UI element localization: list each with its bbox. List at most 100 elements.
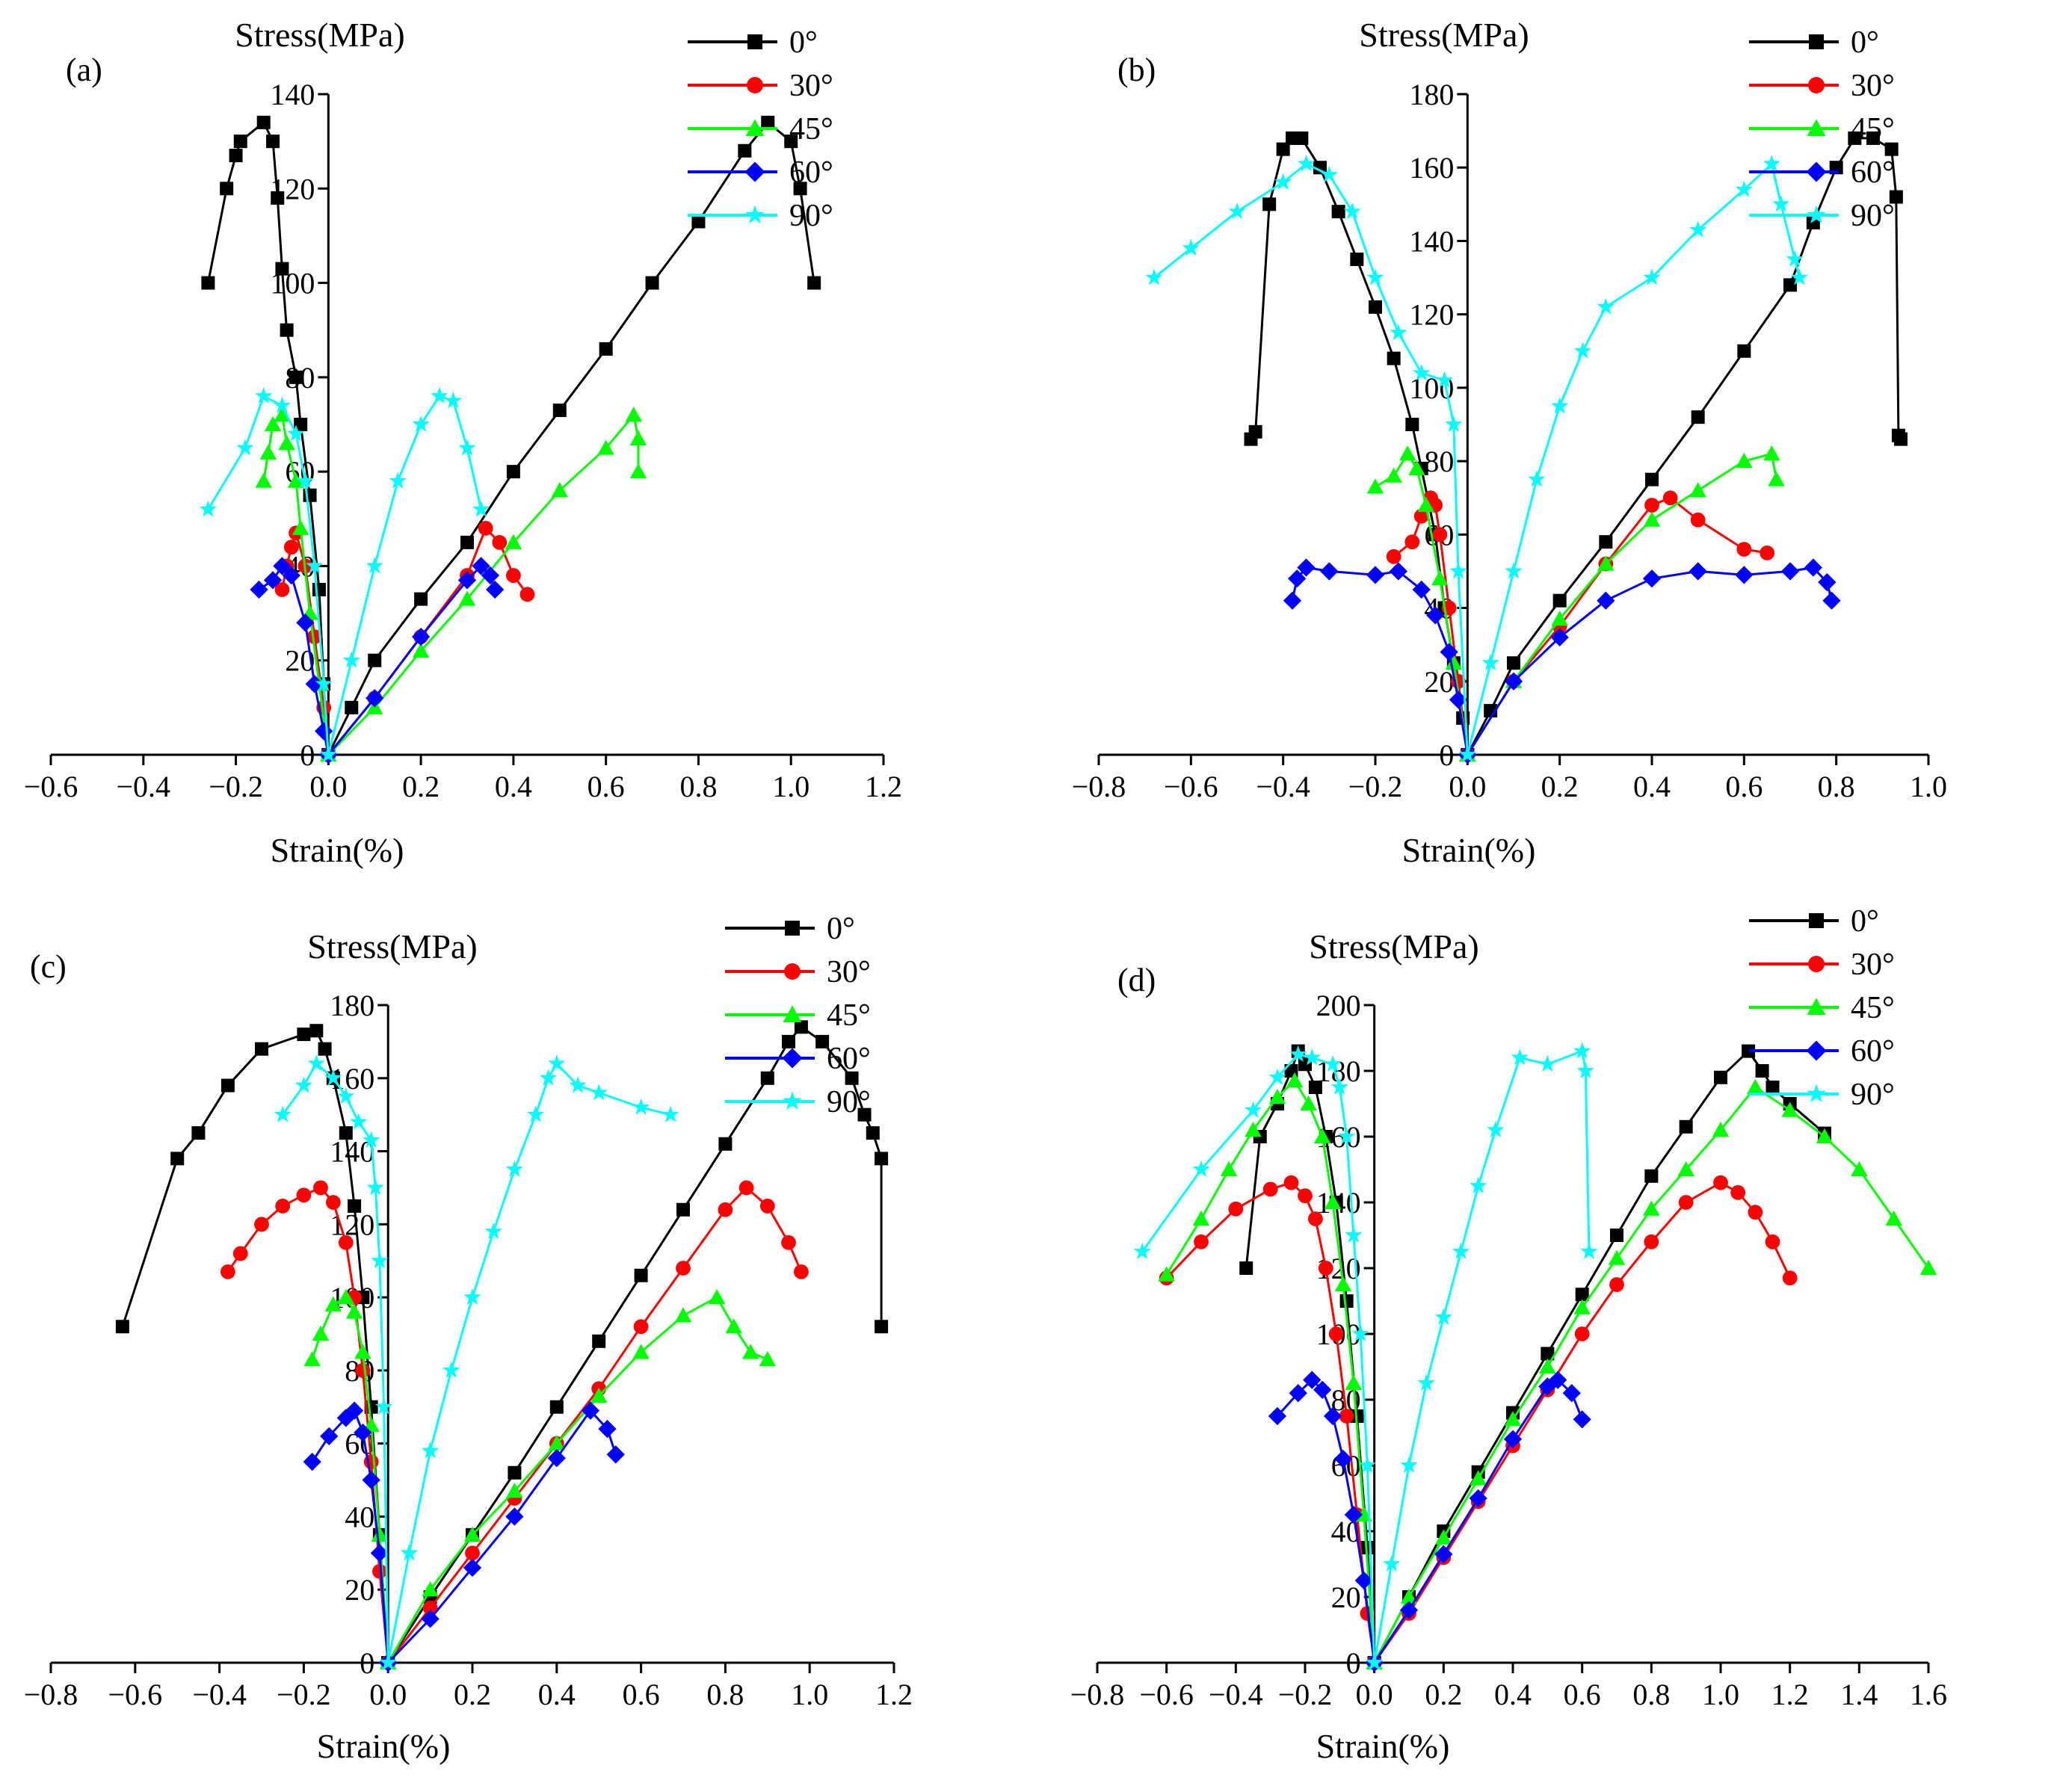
series-30deg-point [1760,545,1775,560]
x-tick-label: −0.6 [24,770,78,803]
series-45deg-point [1851,1161,1868,1176]
series-0deg-point [815,1034,830,1048]
panel-b-plot: −0.8−0.6−0.4−0.20.00.20.40.60.81.0020406… [1072,78,1947,803]
series-45deg-point [303,1350,321,1367]
series-90deg-point [1434,1308,1452,1325]
series-0deg-point [280,323,294,337]
series-0deg-point [845,1071,859,1085]
series-30deg-point [478,521,493,536]
series-45deg-point [354,1344,371,1359]
series-0deg-point [339,1126,353,1140]
series-90deg-point [1244,1101,1262,1118]
series-90deg-point [363,1131,380,1148]
series-90deg-point [296,472,314,489]
series-90deg-point [342,651,360,668]
series-90deg-point [1790,268,1808,285]
series-0deg-point [875,1152,889,1166]
series-45deg-point [1747,1078,1764,1094]
series-90deg-point [1303,1048,1321,1066]
x-tick-label: 0.6 [623,1678,660,1711]
series-0deg-point [191,1126,206,1140]
x-tick-label: −0.6 [108,1678,163,1711]
series-90deg-point [1689,220,1707,238]
series-45deg-point [1158,1266,1175,1282]
x-tick-label: 1.2 [1771,1678,1809,1711]
series-90deg-point [1145,268,1163,285]
series-90deg-point [1358,1456,1376,1473]
legend-0deg-marker [747,34,762,49]
series-30deg-point [759,1198,775,1214]
series-0deg-point [1405,418,1419,431]
series-90deg-point [400,1544,418,1561]
series-0deg-point [312,583,326,596]
series-60deg-point [314,722,333,741]
legend-60deg-marker [782,1048,803,1069]
x-tick-label: −0.8 [1072,770,1126,803]
legend-90deg-label: 90° [827,1085,871,1119]
series-0deg-point [1350,253,1364,266]
series-45deg-point [1573,1299,1591,1314]
series-0deg-point [1248,424,1262,439]
y-tick-label: 120 [1409,298,1454,332]
series-90deg-point [1763,155,1780,172]
series-45deg-point [312,1325,330,1341]
series-90deg-point [199,500,217,517]
series-30deg-point [718,1202,733,1217]
series-60deg-point [1822,591,1841,610]
series-0deg-point [1645,472,1659,486]
series-0deg-point [1295,131,1309,145]
series-90deg-point [1133,1242,1151,1259]
series-0deg [1239,1044,1831,1669]
series-30deg-point [325,1195,341,1210]
series-0deg-point [1239,1261,1253,1275]
series-60deg-point [354,1423,372,1442]
series-45deg [1158,1072,1937,1669]
legend-30deg-marker [747,77,763,93]
series-90deg-point [505,1160,523,1177]
y-tick-label: 160 [1409,151,1454,185]
series-90deg-axial-line [386,1061,671,1663]
series-30deg-point [355,1362,371,1378]
series-90deg-point [371,1252,389,1269]
series-0deg-point [229,149,243,163]
series-45deg-axial-line [1467,452,1777,756]
series-60deg-point [1562,1384,1581,1403]
series-30deg-point [1432,527,1448,543]
series-0deg-point [760,1071,774,1085]
panel-c-label: (c) [30,948,67,985]
series-0deg-point [549,1400,564,1414]
series-60deg-point [263,571,283,590]
series-30deg-point [1318,1261,1333,1276]
series-30deg [220,1180,809,1670]
legend-45deg-label: 45° [1851,112,1895,146]
series-30deg-point [1662,490,1678,506]
x-tick-label: 0.8 [706,1678,744,1711]
series-90deg-point [1400,1456,1418,1473]
series-60deg-point [1297,558,1316,577]
series-30deg-point [1413,508,1429,524]
x-tick-label: 1.2 [865,770,902,803]
series-60deg-point [1538,1377,1557,1396]
series-30deg [1386,490,1775,762]
series-45deg-point [1608,1249,1626,1265]
series-90deg-point [1445,415,1463,432]
series-90deg-point [273,396,291,413]
series-0deg-point [289,370,303,384]
series-45deg-point [292,519,309,535]
series-30deg-point [505,568,521,583]
x-tick-label: −0.2 [277,1678,331,1711]
series-45deg-axial-line [327,413,640,756]
series-45deg-point [708,1288,726,1305]
series-45deg-point [287,472,305,488]
series-90deg-point [1573,342,1592,359]
x-tick-label: −0.2 [209,770,263,803]
series-45deg-point [1919,1259,1937,1275]
series-0deg-point [1262,197,1277,211]
series-0deg-point [1552,593,1567,608]
legend-60deg-label: 60° [789,155,833,190]
legend-90deg-label: 90° [1851,199,1895,233]
series-60deg-axial-line [1373,1378,1584,1663]
series-90deg-point [1597,297,1615,315]
series-0deg-point [1369,300,1382,314]
